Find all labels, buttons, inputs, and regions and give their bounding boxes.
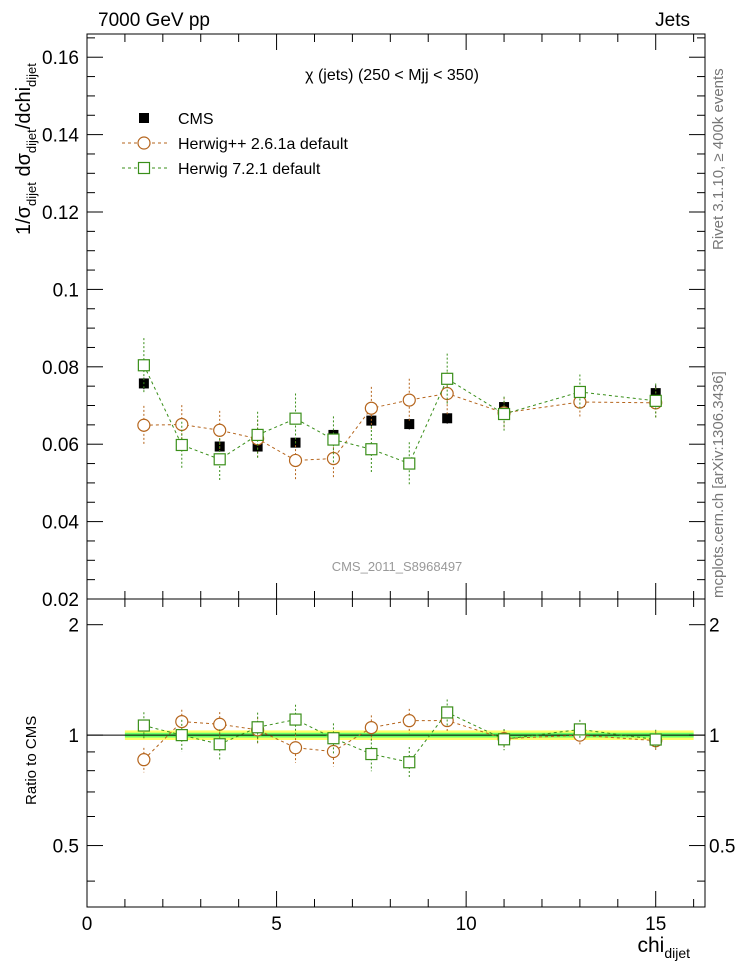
data-point [365, 443, 378, 456]
y-tick-label: 0.1 [53, 280, 79, 301]
ratio-y-tick-label-right: 2 [709, 616, 720, 637]
data-point [649, 394, 662, 407]
y-axis-label-part: /dchi [13, 87, 35, 129]
ratio-panel: 0.5 0.5 1 1 2 2 Ratio to CMS 0 5 10 15 chidijet [23, 598, 736, 961]
data-point [252, 441, 263, 452]
data-point [364, 720, 378, 735]
data-point [497, 733, 511, 746]
data-point [573, 723, 586, 736]
data-point [289, 713, 302, 726]
data-point [649, 733, 662, 746]
legend-label: CMS [178, 111, 214, 128]
y-axis-label-part: dijet [24, 63, 39, 87]
data-point [137, 753, 151, 767]
data-point [364, 401, 378, 415]
ratio-uncertainty-band [87, 730, 705, 740]
process-label: Jets [655, 10, 690, 31]
ratio-data-points [137, 699, 663, 780]
data-point [139, 113, 149, 123]
data-point [213, 423, 227, 437]
x-tick-label: 15 [645, 914, 666, 935]
data-point [365, 747, 378, 761]
data-point [213, 717, 227, 731]
x-axis-label-sub: dijet [664, 945, 690, 961]
x-tick-labels: 0 5 10 15 [82, 914, 667, 935]
data-point [137, 418, 151, 432]
rivet-label: Rivet 3.1.10, ≥ 400k events [710, 68, 727, 250]
data-point [327, 433, 340, 446]
x-tick-label: 5 [271, 914, 282, 935]
data-point [251, 428, 264, 442]
data-point [251, 721, 264, 734]
legend-label: Herwig 7.2.1 default [178, 161, 321, 178]
x-tick-label: 0 [82, 914, 93, 935]
data-point [289, 412, 302, 425]
ratio-y-axis-label: Ratio to CMS [23, 716, 40, 805]
data-point [213, 453, 226, 466]
main-axis-ticks [86, 34, 705, 600]
mcplots-label: mcplots.cern.ch [arXiv:1306.3436] [710, 371, 727, 598]
y-tick-label: 0.12 [42, 203, 79, 224]
data-point [403, 756, 416, 769]
data-point [327, 732, 340, 745]
y-tick-label: 0.04 [42, 513, 79, 534]
data-point [402, 393, 416, 407]
legend: CMS Herwig++ 2.6.1a default Herwig 7.2.1 d… [122, 111, 348, 178]
ratio-plot-frame [86, 598, 706, 908]
data-point [403, 457, 416, 470]
data-point [404, 419, 415, 430]
y-tick-label: 0.14 [42, 126, 79, 147]
y-tick-label: 0.06 [42, 435, 79, 456]
data-point [213, 738, 226, 751]
x-axis-label-main: chi [637, 934, 664, 957]
data-point [175, 438, 188, 452]
x-tick-label: 10 [456, 914, 477, 935]
y-axis-label-part: dσ [13, 152, 35, 182]
y-axis-label-part: dijet [24, 182, 39, 206]
y-axis-label-part: dijet [24, 129, 39, 153]
y-axis-label: 1/σdijet dσdijet/dchidijet [13, 63, 39, 235]
data-point [573, 385, 586, 399]
data-point [137, 136, 151, 150]
ratio-axis-ticks [86, 599, 705, 907]
series-line [143, 392, 656, 461]
data-point [137, 161, 151, 175]
y-tick-label: 0.16 [42, 48, 79, 69]
ratio-y-tick-label: 2 [68, 616, 79, 637]
data-point [402, 714, 416, 728]
energy-label: 7000 GeV pp [98, 10, 210, 31]
data-point [441, 372, 454, 385]
y-tick-label: 0.02 [42, 590, 79, 611]
series-line [143, 365, 656, 465]
plot-title: χ (jets) (250 < Mjj < 350) [305, 67, 479, 84]
data-point [441, 706, 454, 719]
data-point [175, 417, 189, 432]
ratio-y-tick-labels: 0.5 0.5 1 1 2 2 [53, 616, 736, 858]
main-panel: 0.02 0.04 0.06 0.08 0.1 0.12 0.14 0.16 χ (jets)… [13, 33, 706, 611]
data-point [442, 413, 453, 424]
data-point [288, 453, 303, 468]
data-point [137, 719, 150, 732]
ratio-y-tick-label: 0.5 [53, 837, 79, 858]
y-tick-label: 0.08 [42, 358, 79, 379]
ratio-y-tick-label-right: 1 [709, 726, 720, 747]
main-y-tick-labels: 0.02 0.04 0.06 0.08 0.1 0.12 0.14 0.16 [42, 48, 79, 611]
x-axis-label: chidijet [637, 934, 690, 961]
data-point [175, 729, 188, 742]
data-point [288, 741, 303, 755]
data-point [497, 407, 511, 421]
watermark: CMS_2011_S8968497 [332, 559, 463, 574]
data-point [137, 359, 150, 372]
ratio-y-tick-label-right: 0.5 [709, 837, 735, 858]
legend-label: Herwig++ 2.6.1a default [178, 136, 348, 153]
y-axis-label-part: 1/σ [13, 205, 35, 235]
ratio-y-tick-label: 1 [68, 726, 79, 747]
main-data-points [137, 338, 663, 485]
